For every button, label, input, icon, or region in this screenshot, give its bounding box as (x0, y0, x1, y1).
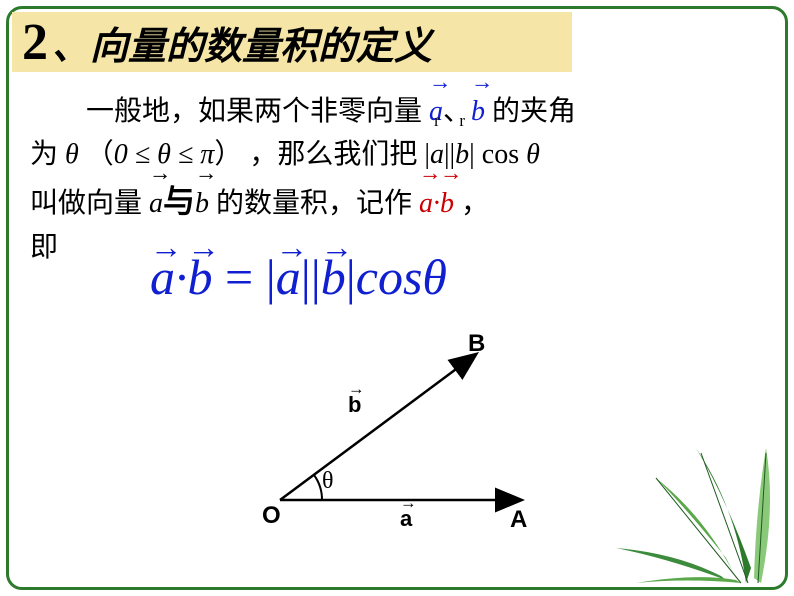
t-line2-pre: 为 (30, 139, 65, 170)
red-dot-product: →a·→b (419, 188, 461, 219)
f-cos: cos (356, 249, 423, 305)
angle-diagram: O A B θ a b (250, 330, 570, 540)
range-close: ） (214, 139, 242, 170)
vec-b-inline: →b (471, 90, 485, 133)
label-vec-a: a (400, 506, 412, 532)
label-theta: θ (322, 468, 334, 495)
f-a2: a (276, 248, 301, 306)
title-text: 向量的数量积的定义 (90, 15, 432, 70)
f-b: b (188, 248, 213, 306)
t-line3-post: ， (461, 188, 489, 219)
label-O: O (262, 502, 281, 530)
f-a: a (150, 248, 175, 306)
title-bar: 2 、 向量的数量积的定义 (12, 12, 572, 72)
t-line3-mid: 的数量积，记作 (216, 188, 419, 219)
range-open: （ (86, 139, 114, 170)
t-line2-mid: ，那么我们把 (249, 139, 424, 170)
vec-a-2: →a (149, 182, 163, 225)
f-eq: = (213, 249, 266, 305)
t-line4: 即 (30, 232, 58, 263)
f-b2: b (321, 248, 346, 306)
leaf-decoration (586, 408, 786, 588)
red-vec-b: →b (440, 182, 454, 225)
f-theta: θ (422, 249, 447, 305)
red-vec-a: →a (419, 182, 433, 225)
title-sep: 、 (52, 15, 90, 70)
theta-1: θ (65, 139, 79, 170)
title-number: 2 (22, 13, 48, 72)
f-bar1: | (266, 249, 276, 305)
yu: 与 (163, 183, 195, 219)
t-line1-pre: 一般地，如果两个非零向量 (86, 96, 422, 127)
t-line1-post: 的夹角 (492, 96, 576, 127)
body-text: 一般地，如果两个非零向量 →a、→b 的夹角 为 θ （0 ≤ θ ≤ π） ，… (30, 90, 764, 270)
label-A: A (510, 506, 527, 534)
label-B: B (468, 330, 485, 358)
label-vec-b: b (348, 392, 361, 418)
vec-b-2: →b (195, 182, 209, 225)
t-line3-pre: 叫做向量 (30, 188, 149, 219)
main-formula: a·b = |a||b|cosθ (150, 248, 447, 306)
